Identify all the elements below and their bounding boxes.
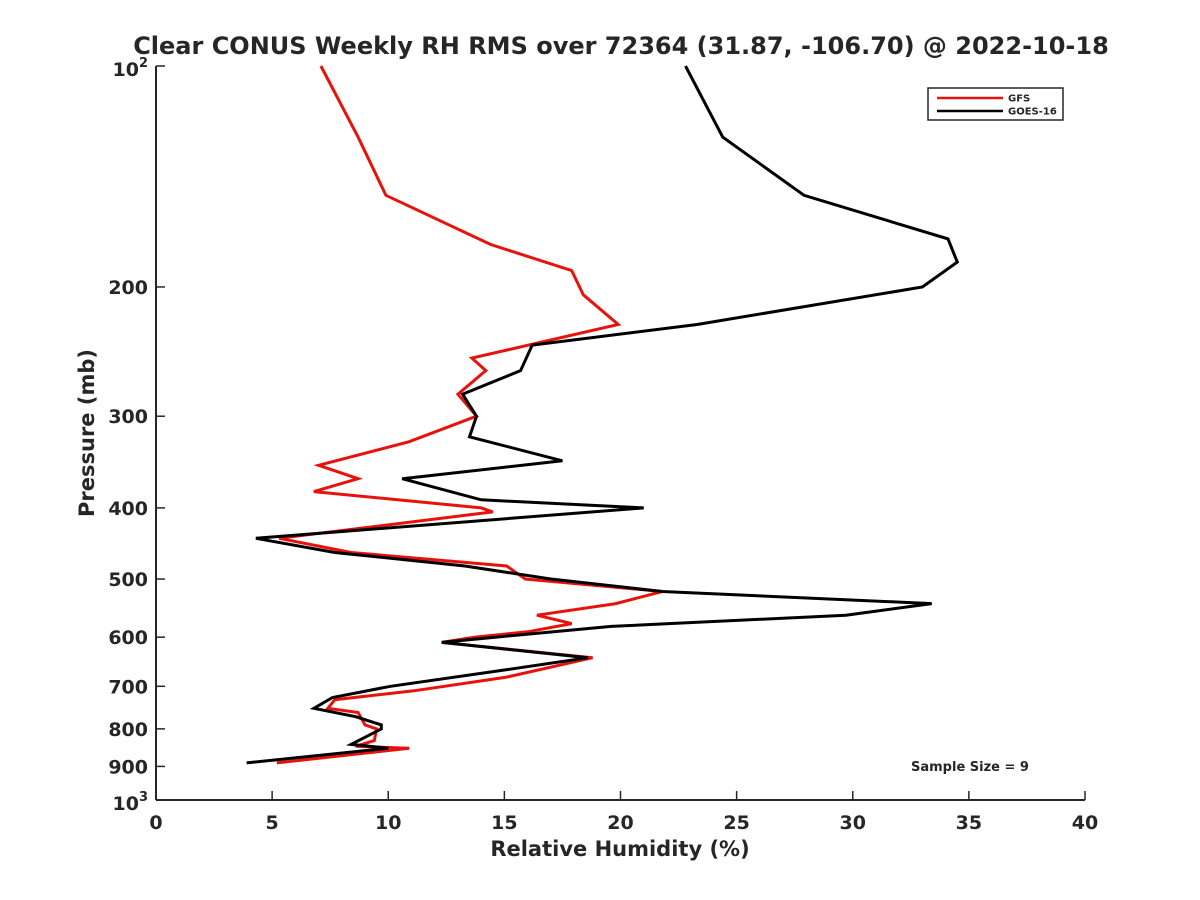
chart-title: Clear CONUS Weekly RH RMS over 72364 (31… (133, 32, 1109, 60)
y-end-label-top: 102 (113, 56, 149, 81)
y-end-label-top-exp: 2 (139, 56, 148, 71)
legend-box (927, 87, 1064, 121)
x-tick-label-2: 10 (375, 812, 401, 834)
y-tick-label-2: 400 (108, 498, 148, 520)
x-tick-label-8: 40 (1072, 812, 1098, 834)
x-tick-label-7: 35 (956, 812, 982, 834)
legend-label-goes16: GOES-16 (1008, 107, 1057, 118)
sample-size-annotation: Sample Size = 9 (911, 760, 1029, 775)
x-tick-label-4: 20 (607, 812, 633, 834)
series-line-gfs (276, 65, 663, 765)
y-tick-label-4: 600 (108, 627, 148, 649)
y-tick-label-0: 200 (108, 277, 148, 299)
x-tick-label-0: 0 (149, 812, 162, 834)
legend: GFS GOES-16 (927, 87, 1064, 121)
y-tick-label-5: 700 (108, 676, 148, 698)
y-tick-label-7: 900 (108, 756, 148, 778)
x-tick-label-5: 25 (723, 812, 749, 834)
x-tick-label-6: 30 (840, 812, 866, 834)
x-tick-label-3: 15 (491, 812, 517, 834)
x-tick-label-1: 5 (266, 812, 279, 834)
y-axis-label: Pressure (mb) (75, 349, 99, 517)
series-layer (246, 65, 960, 765)
y-end-label-top-base: 10 (113, 59, 139, 81)
y-ticks: 200 300 400 500 600 700 800 900 (108, 65, 165, 801)
y-tick-label-1: 300 (108, 406, 148, 428)
legend-label-gfs: GFS (1008, 94, 1030, 105)
y-end-label-bottom-exp: 3 (139, 790, 148, 805)
y-tick-label-3: 500 (108, 569, 148, 591)
y-end-label-bottom: 103 (113, 790, 149, 815)
y-tick-label-6: 800 (108, 719, 148, 741)
series-line-goes-16 (246, 65, 960, 765)
x-ticks: 0 5 10 15 20 25 30 35 40 (149, 791, 1098, 834)
y-end-label-bottom-base: 10 (113, 793, 139, 815)
x-axis-label: Relative Humidity (%) (490, 837, 749, 861)
